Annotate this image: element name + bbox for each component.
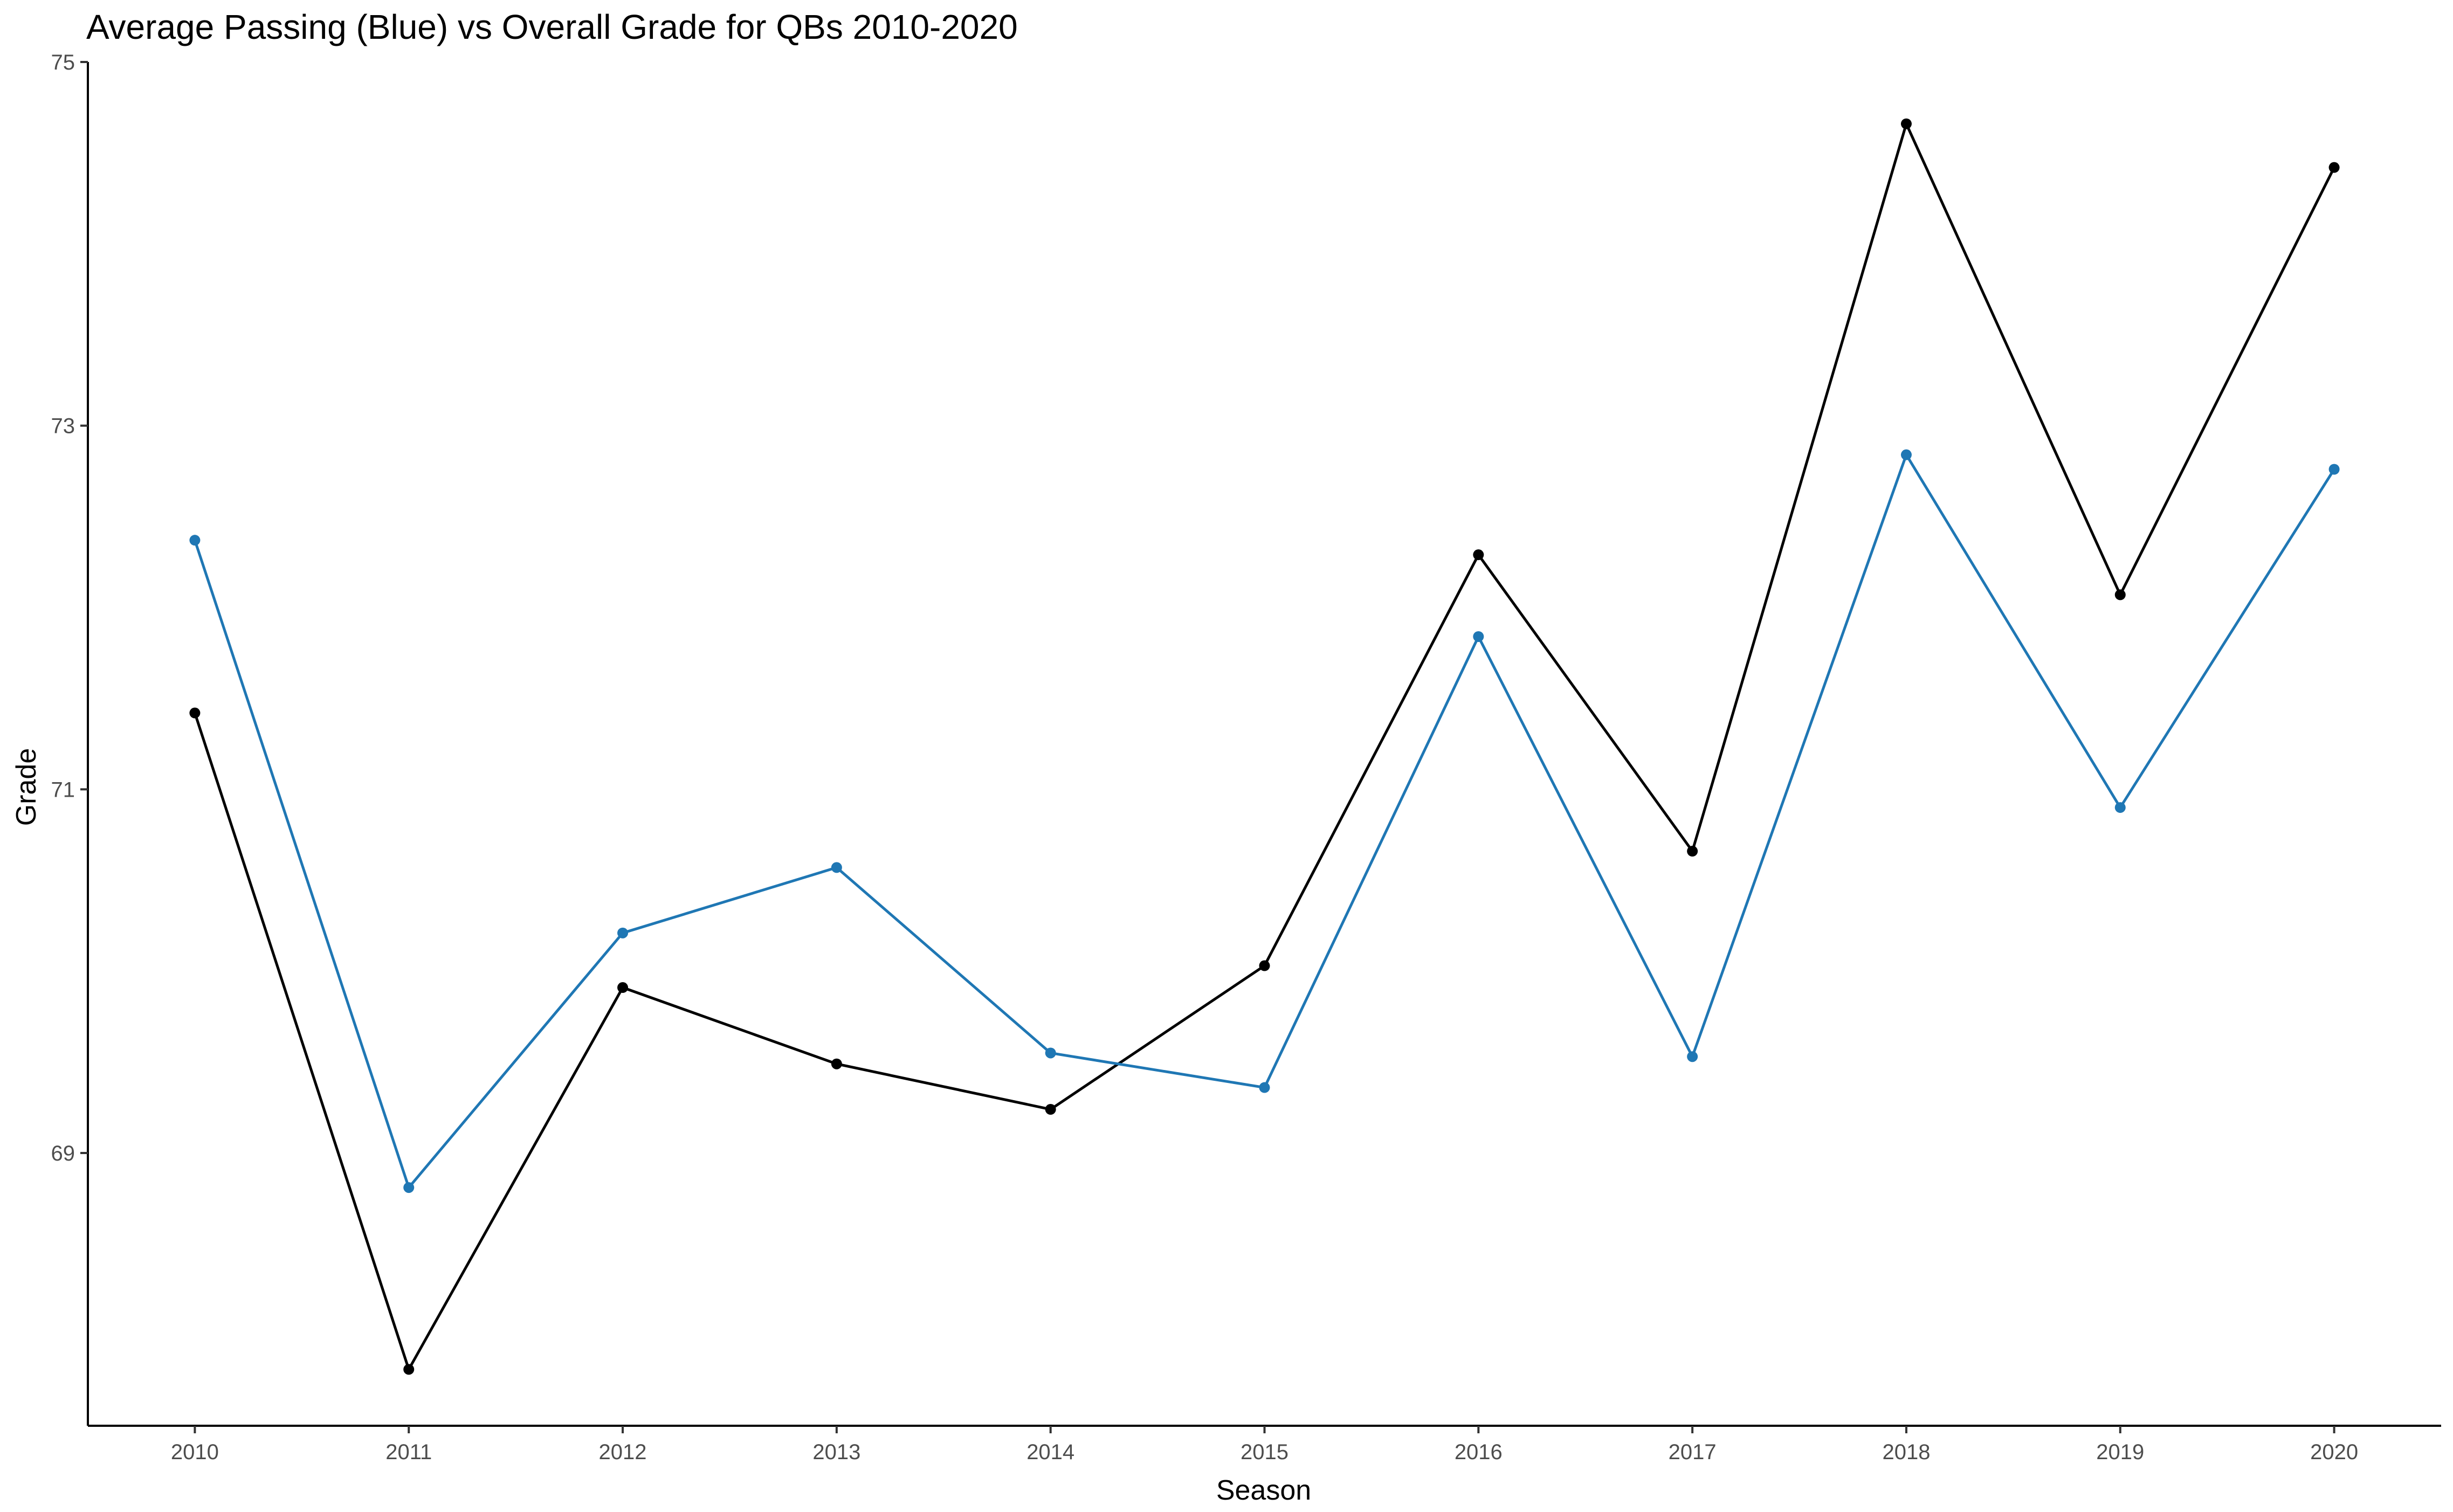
x-tick-label: 2010: [171, 1440, 219, 1464]
data-point-passing: [831, 862, 842, 873]
x-tick-label: 2013: [812, 1440, 860, 1464]
x-tick-label: 2016: [1455, 1440, 1503, 1464]
data-point-passing: [2328, 464, 2340, 475]
data-point-overall: [403, 1364, 415, 1375]
plot-area: 69 71 73 75 2010 2011 2012 2013 2014 2015 2016 2017…: [51, 51, 2441, 1464]
x-tick-label: 2011: [385, 1440, 432, 1464]
y-tick-label: 71: [51, 778, 75, 802]
chart-title: Average Passing (Blue) vs Overall Grade …: [86, 8, 1018, 46]
x-axis-label: Season: [1216, 1475, 1311, 1506]
data-point-passing: [1900, 449, 1912, 460]
data-point-overall: [1259, 960, 1270, 971]
data-point-overall: [1045, 1104, 1056, 1115]
data-point-overall: [1687, 846, 1698, 857]
data-point-passing: [617, 927, 629, 938]
x-tick-label: 2015: [1241, 1440, 1288, 1464]
data-point-passing: [403, 1182, 415, 1193]
x-tick-label: 2020: [2310, 1440, 2358, 1464]
x-tick-label: 2012: [599, 1440, 647, 1464]
data-point-passing: [2114, 802, 2126, 813]
data-point-passing: [189, 535, 201, 546]
data-point-overall: [189, 707, 201, 719]
data-point-overall: [617, 982, 629, 993]
series-line-passing: [193, 453, 2336, 1189]
series-line-overall: [193, 122, 2336, 1371]
data-point-passing: [1259, 1082, 1270, 1093]
y-tick-label: 69: [51, 1142, 75, 1165]
data-point-overall: [2114, 589, 2126, 600]
y-tick-label: 75: [51, 51, 75, 74]
data-point-overall: [1900, 118, 1912, 129]
x-tick-label: 2018: [1882, 1440, 1930, 1464]
data-point-overall: [2328, 162, 2340, 173]
data-point-overall: [1473, 549, 1484, 561]
y-axis-label: Grade: [11, 748, 42, 826]
data-point-passing: [1045, 1047, 1056, 1059]
x-tick-label: 2017: [1669, 1440, 1717, 1464]
y-tick-label: 73: [51, 415, 75, 438]
x-tick-label: 2014: [1026, 1440, 1074, 1464]
data-point-overall: [831, 1058, 842, 1069]
x-tick-label: 2019: [2096, 1440, 2144, 1464]
data-point-passing: [1473, 631, 1484, 642]
data-point-passing: [1687, 1051, 1698, 1062]
